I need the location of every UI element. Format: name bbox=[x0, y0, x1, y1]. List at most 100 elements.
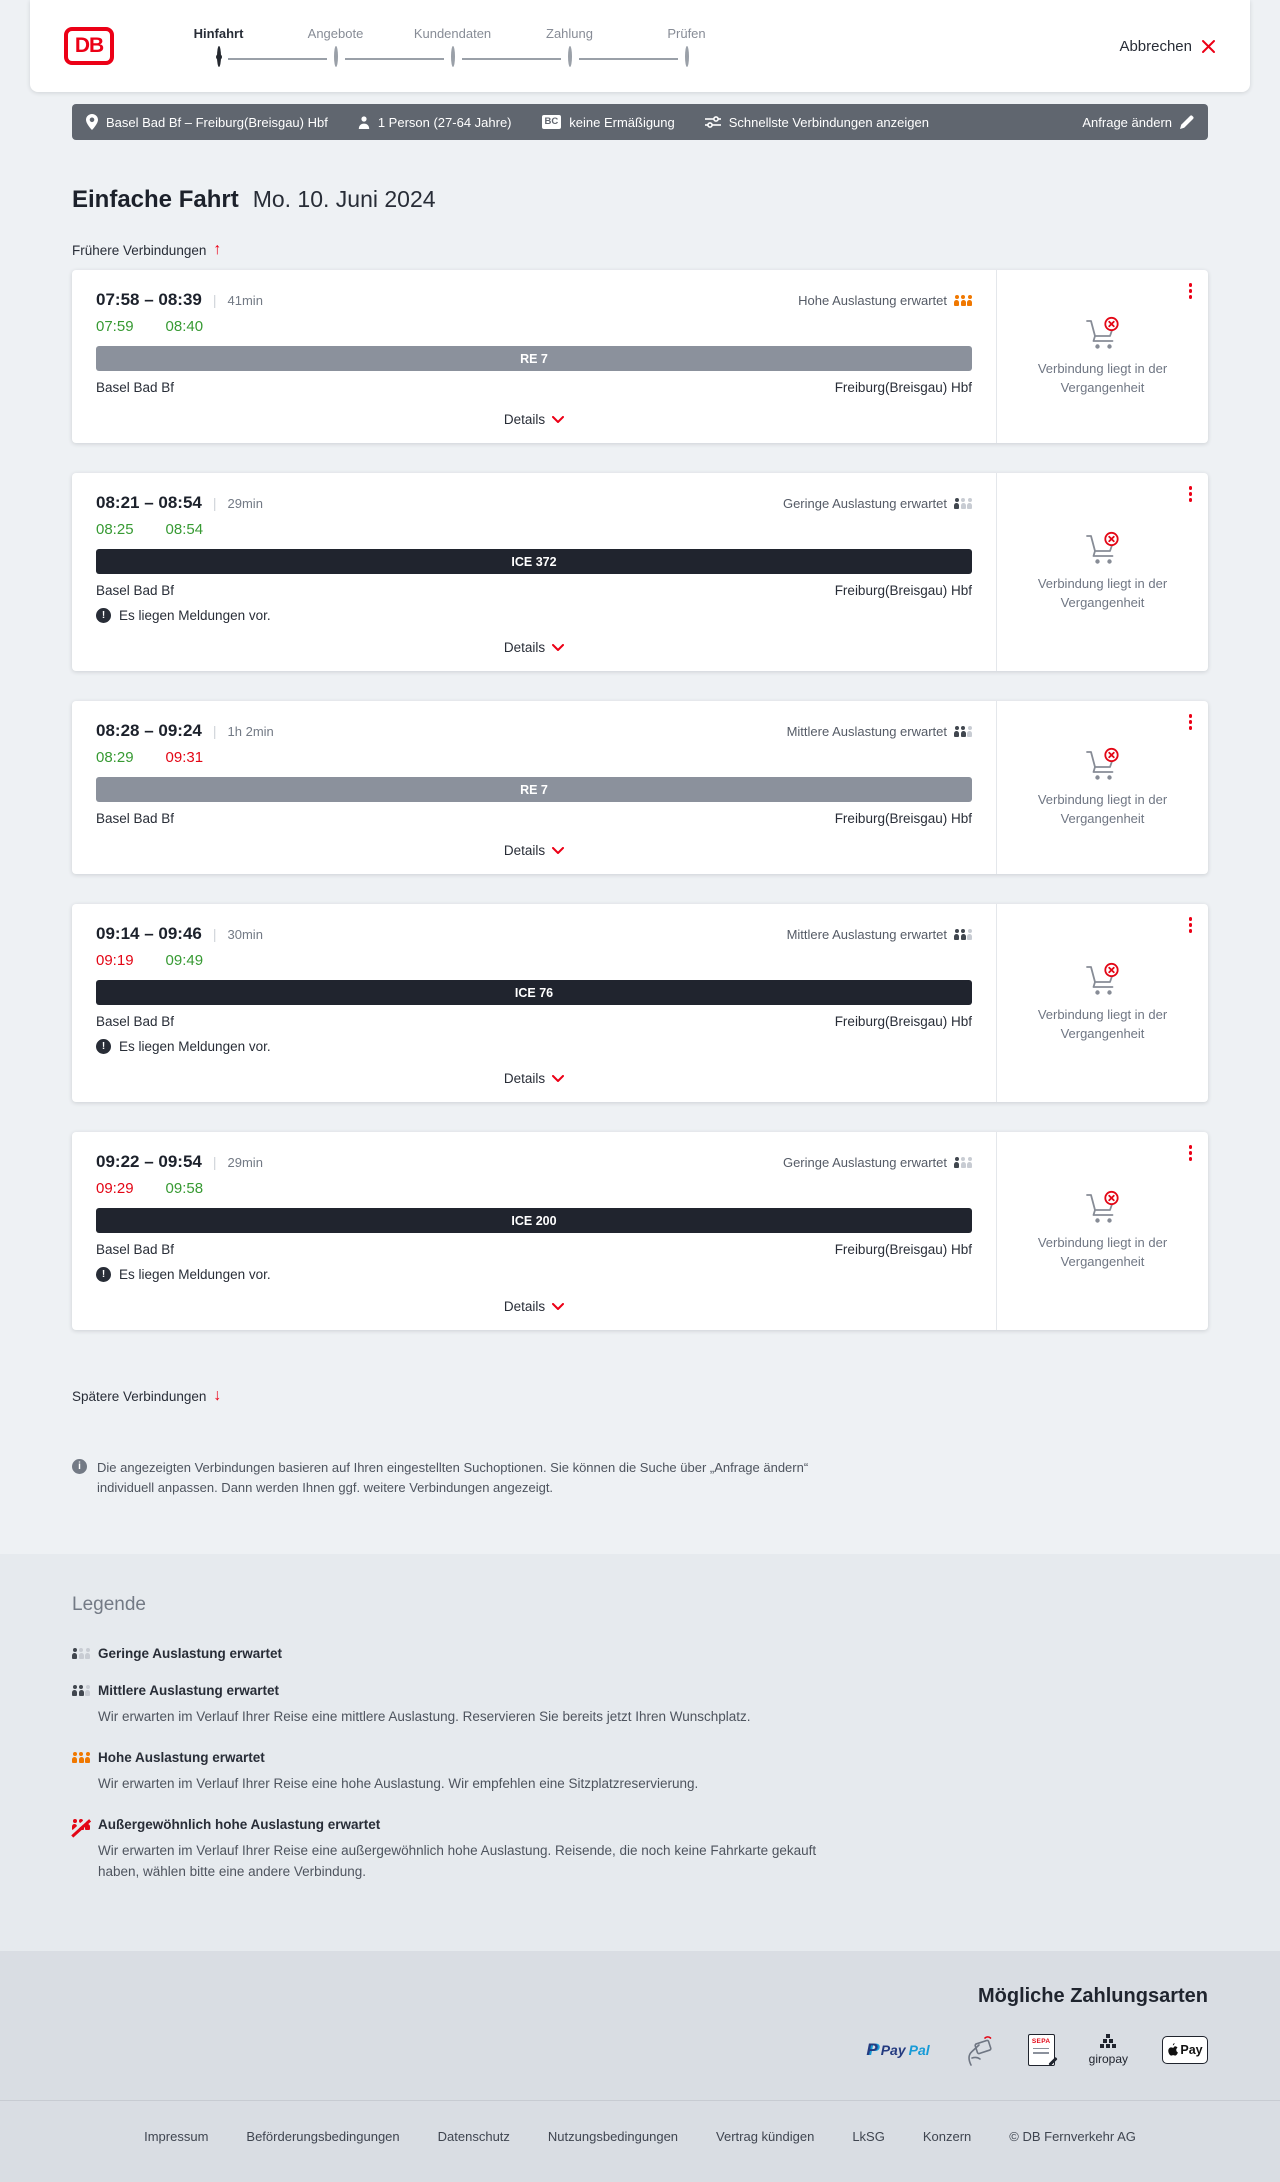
train-label: ICE 372 bbox=[511, 554, 557, 569]
chevron-down-icon bbox=[552, 1074, 565, 1082]
connection-card-side: Verbindung liegt in der Vergangenheit bbox=[996, 701, 1208, 874]
footer-link-impressum[interactable]: Impressum bbox=[144, 2128, 209, 2144]
sepa-label: SEPA bbox=[1031, 2037, 1051, 2045]
card-menu-button[interactable] bbox=[1186, 1142, 1196, 1164]
checkout-stepper: Hinfahrt Angebote Kundendaten Zahlung Pr… bbox=[160, 26, 745, 67]
footer-link-datenschutz[interactable]: Datenschutz bbox=[437, 2128, 510, 2144]
details-button[interactable]: Details bbox=[498, 1295, 570, 1318]
footer-link-lksg[interactable]: LkSG bbox=[852, 2128, 885, 2144]
apple-pay-icon: Pay bbox=[1162, 2035, 1208, 2064]
separator: | bbox=[212, 723, 217, 739]
connection-card-side: Verbindung liegt in der Vergangenheit bbox=[996, 473, 1208, 671]
sliders-icon bbox=[704, 116, 721, 128]
footer-link-befoerderungsbedingungen[interactable]: Beförderungsbedingungen bbox=[246, 2128, 400, 2144]
step-zahlung[interactable]: Zahlung bbox=[511, 26, 678, 67]
past-connection-note: Verbindung liegt in der Vergangenheit bbox=[1037, 791, 1168, 826]
details-button[interactable]: Details bbox=[498, 408, 570, 431]
paypal-icon: P Pay Pal bbox=[866, 2039, 930, 2059]
stations-row: Basel Bad Bf Freiburg(Breisgau) Hbf bbox=[96, 1242, 972, 1257]
connection-card-main: 08:21 – 08:54 | 29min Geringe Auslastung… bbox=[72, 473, 996, 671]
messages-label: Es liegen Meldungen vor. bbox=[119, 608, 271, 623]
duration: 41min bbox=[227, 293, 263, 308]
sepa-direct-debit-icon: SEPA bbox=[1027, 2033, 1058, 2067]
realtime-arrival: 08:40 bbox=[165, 318, 204, 335]
occupancy-indicator: Geringe Auslastung erwartet bbox=[783, 1155, 972, 1170]
step-label: Hinfahrt bbox=[193, 26, 244, 41]
earlier-connections-button[interactable]: Frühere Verbindungen ↑ bbox=[72, 242, 221, 258]
step-hinfahrt[interactable]: Hinfahrt bbox=[160, 26, 327, 67]
occupancy-label: Mittlere Auslastung erwartet bbox=[786, 927, 947, 942]
footer-link-konzern[interactable]: Konzern bbox=[922, 2128, 972, 2144]
origin-station: Basel Bad Bf bbox=[96, 1242, 175, 1257]
credit-card-hand-icon bbox=[967, 2036, 992, 2066]
footer-link-vertrag-kuendigen[interactable]: Vertrag kündigen bbox=[716, 2128, 815, 2144]
card-menu-button[interactable] bbox=[1186, 483, 1196, 505]
step-label: Kundendaten bbox=[413, 26, 492, 41]
legend-item-description: Wir erwarten im Verlauf Ihrer Reise eine… bbox=[98, 1709, 751, 1725]
destination-station: Freiburg(Breisgau) Hbf bbox=[834, 380, 972, 395]
cancel-label: Abbrechen bbox=[1119, 37, 1192, 55]
train-label: RE 7 bbox=[520, 782, 548, 797]
step-dot-icon bbox=[450, 46, 455, 67]
edit-request-button[interactable]: Anfrage ändern bbox=[1082, 115, 1194, 130]
step-pruefen[interactable]: Prüfen bbox=[628, 26, 745, 67]
occupancy-indicator: Geringe Auslastung erwartet bbox=[783, 496, 972, 511]
destination-station: Freiburg(Breisgau) Hbf bbox=[834, 1014, 972, 1029]
connection-card: 07:58 – 08:39 | 41min Hohe Auslastung er… bbox=[72, 270, 1208, 443]
step-dot-icon bbox=[333, 46, 338, 67]
connection-card-main: 09:22 – 09:54 | 29min Geringe Auslastung… bbox=[72, 1132, 996, 1330]
payment-methods-section: Mögliche Zahlungsarten P Pay Pal SEPA gir… bbox=[0, 1950, 1280, 2100]
later-connections-label: Spätere Verbindungen bbox=[72, 1388, 207, 1404]
realtime-row: 07:59 08:40 bbox=[96, 318, 972, 335]
info-icon: i bbox=[72, 1459, 87, 1474]
travel-date: Mo. 10. Juni 2024 bbox=[252, 186, 436, 212]
legend-item-label: Außergewöhnlich hohe Auslastung erwartet bbox=[98, 1817, 381, 1833]
card-menu-button[interactable] bbox=[1186, 711, 1196, 733]
step-angebote[interactable]: Angebote bbox=[277, 26, 444, 67]
warning-icon: ! bbox=[96, 1039, 111, 1054]
destination-station: Freiburg(Breisgau) Hbf bbox=[834, 1242, 972, 1257]
train-segment-bar: RE 7 bbox=[96, 346, 972, 371]
apple-logo-icon bbox=[1168, 2043, 1179, 2057]
db-logo-text: DB bbox=[74, 34, 104, 57]
destination-station: Freiburg(Breisgau) Hbf bbox=[834, 811, 972, 826]
chevron-down-icon bbox=[552, 846, 565, 854]
paypal-word-2: Pal bbox=[908, 2041, 930, 2058]
step-dot-active-icon bbox=[216, 46, 221, 67]
occupancy-medium-icon bbox=[954, 726, 972, 737]
legend-item-exceptional: Außergewöhnlich hohe Auslastung erwartet… bbox=[72, 1817, 1208, 1883]
realtime-row: 08:25 08:54 bbox=[96, 521, 972, 538]
title-row: Einfache Fahrt Mo. 10. Juni 2024 bbox=[72, 186, 1208, 214]
connection-card: 08:28 – 09:24 | 1h 2min Mittlere Auslast… bbox=[72, 701, 1208, 874]
card-menu-button[interactable] bbox=[1186, 914, 1196, 936]
time-range: 08:21 – 08:54 bbox=[96, 493, 202, 512]
step-kundendaten[interactable]: Kundendaten bbox=[394, 26, 561, 67]
cart-unavailable-icon bbox=[1085, 747, 1119, 780]
giropay-label: giropay bbox=[1088, 2051, 1128, 2066]
apple-pay-label: Pay bbox=[1180, 2042, 1203, 2057]
later-connections-button[interactable]: Spätere Verbindungen ↓ bbox=[72, 1388, 221, 1404]
occupancy-medium-icon bbox=[954, 929, 972, 940]
separator: | bbox=[212, 292, 217, 308]
step-dot-icon bbox=[684, 46, 689, 67]
details-button[interactable]: Details bbox=[498, 636, 570, 659]
search-options-note: i Die angezeigten Verbindungen basieren … bbox=[72, 1458, 842, 1498]
page-title: Einfache Fahrt bbox=[72, 186, 239, 213]
separator: | bbox=[212, 1154, 217, 1170]
realtime-departure: 09:29 bbox=[96, 1180, 134, 1197]
trip-filter: Schnellste Verbindungen anzeigen bbox=[704, 114, 929, 130]
footer-link-nutzungsbedingungen[interactable]: Nutzungsbedingungen bbox=[547, 2128, 679, 2144]
card-menu-button[interactable] bbox=[1186, 280, 1196, 302]
trip-filter-label: Schnellste Verbindungen anzeigen bbox=[728, 114, 929, 130]
stations-row: Basel Bad Bf Freiburg(Breisgau) Hbf bbox=[96, 380, 972, 395]
chevron-down-icon bbox=[552, 643, 565, 651]
trip-discount-label: keine Ermäßigung bbox=[569, 114, 675, 130]
cancel-button[interactable]: Abbrechen bbox=[1119, 38, 1216, 55]
details-label: Details bbox=[503, 843, 546, 858]
separator: | bbox=[212, 926, 217, 942]
earlier-connections-label: Frühere Verbindungen bbox=[72, 242, 207, 258]
messages-row: ! Es liegen Meldungen vor. bbox=[96, 1267, 972, 1282]
details-button[interactable]: Details bbox=[498, 1067, 570, 1090]
details-button[interactable]: Details bbox=[498, 839, 570, 862]
legend-item-low: Geringe Auslastung erwartet bbox=[72, 1646, 1208, 1661]
